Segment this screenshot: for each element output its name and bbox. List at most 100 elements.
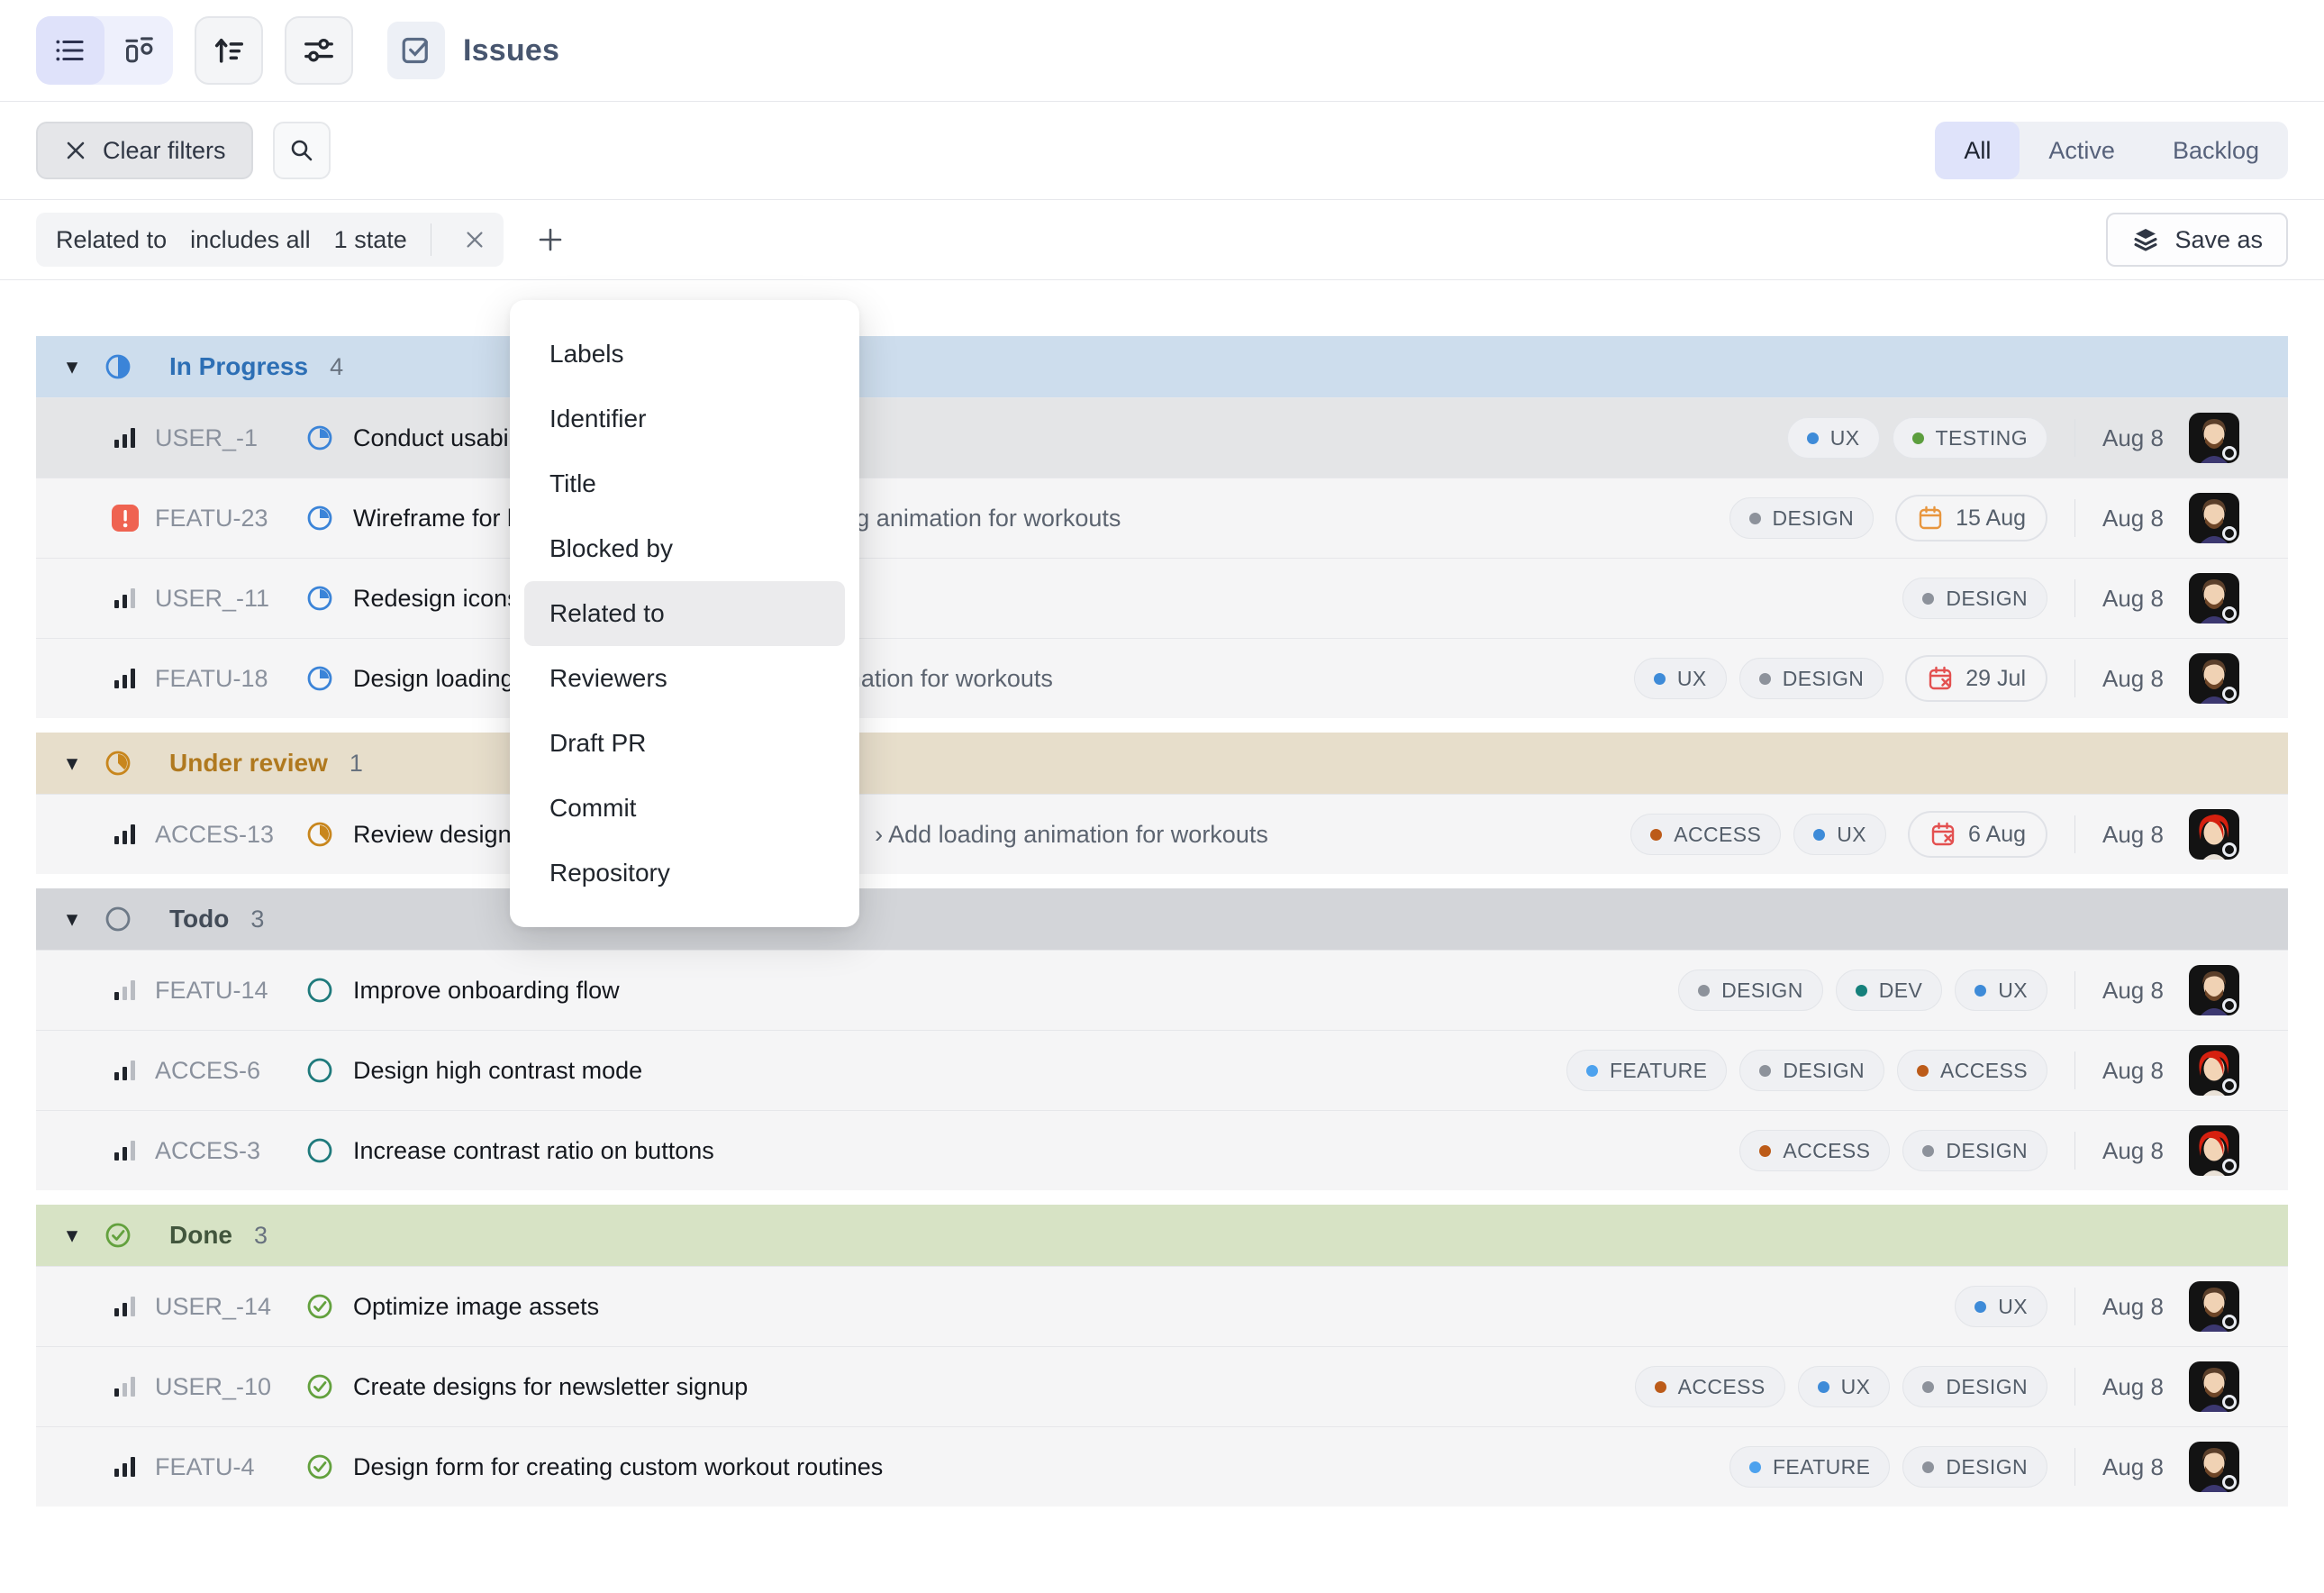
row-meta: DESIGN 15 Aug Aug 8 xyxy=(1717,493,2288,543)
due-date-chip: 6 Aug xyxy=(1908,811,2047,858)
label-badge: DESIGN xyxy=(1739,1050,1885,1091)
menu-item-draft-pr[interactable]: Draft PR xyxy=(549,729,647,757)
tab-all[interactable]: All xyxy=(1935,122,2020,179)
created-date: Aug 8 xyxy=(2102,1452,2164,1480)
issues-icon-badge xyxy=(387,22,445,79)
due-date-chip: 29 Jul xyxy=(1905,655,2047,702)
state-todo-icon xyxy=(105,906,131,932)
group-name: Todo xyxy=(169,905,230,933)
priority-high-icon xyxy=(114,669,135,688)
priority-high-icon xyxy=(114,1457,135,1477)
remove-filter-button[interactable] xyxy=(455,220,495,259)
tab-backlog[interactable]: Backlog xyxy=(2172,136,2259,164)
state-in_progress-icon xyxy=(307,586,332,611)
label-badge: ACCESS xyxy=(1739,1130,1891,1171)
group-name: Under review xyxy=(169,749,328,777)
state-todo-icon xyxy=(307,978,332,1003)
menu-item-labels[interactable]: Labels xyxy=(549,340,624,368)
issue-id: ACCES-6 xyxy=(155,1056,261,1084)
state-done-icon xyxy=(307,1294,332,1319)
label-badge: ACCESS xyxy=(1634,1366,1785,1407)
menu-item-commit[interactable]: Commit xyxy=(549,794,637,822)
collapse-caret-icon[interactable]: ▾ xyxy=(66,354,78,379)
issue-row[interactable]: FEATU-4 Design form for creating custom … xyxy=(36,1426,2288,1507)
label-dot xyxy=(1817,1380,1829,1393)
priority-urgent-icon xyxy=(112,505,139,532)
menu-item-identifier[interactable]: Identifier xyxy=(549,405,647,432)
row-divider xyxy=(2074,419,2075,457)
calendar-overdue-icon xyxy=(1929,666,1952,690)
menu-item-blocked-by[interactable]: Blocked by xyxy=(549,534,673,562)
avatar xyxy=(2189,1125,2239,1176)
view-switcher xyxy=(36,16,173,85)
group-header-done[interactable]: ▾ Done 3 xyxy=(36,1205,2288,1266)
add-filter-button[interactable] xyxy=(529,218,572,261)
issue-row[interactable]: FEATU-23 Wireframe for landing page › Add… xyxy=(36,478,2288,558)
sort-button[interactable] xyxy=(195,16,263,85)
avatar xyxy=(2189,1361,2239,1412)
group-header-under_review[interactable]: ▾ Under review 1 xyxy=(36,733,2288,794)
created-date: Aug 8 xyxy=(2102,664,2164,692)
save-as-button[interactable]: Save as xyxy=(2106,213,2288,267)
issue-title: Increase contrast ratio on buttons xyxy=(353,1136,714,1164)
row-meta: DESIGN DEV UX Aug 8 xyxy=(1666,965,2288,1015)
issue-row[interactable]: FEATU-14 Improve onboarding flow DESIGN … xyxy=(36,950,2288,1030)
label-badge: TESTING xyxy=(1892,417,2047,459)
list-view-button[interactable] xyxy=(36,16,104,85)
menu-item-repository[interactable]: Repository xyxy=(549,859,670,887)
related-issue-link[interactable]: › Add loading animation for workouts xyxy=(875,820,1268,848)
checkbox-icon xyxy=(402,37,428,64)
issue-row[interactable]: FEATU-18 Design loading states› Add load… xyxy=(36,638,2288,718)
priority-medium-icon xyxy=(114,1060,135,1080)
search-icon xyxy=(291,140,312,161)
issue-row[interactable]: USER_-11 Redesign icons DESIGN Aug 8 xyxy=(36,558,2288,638)
group-header-in_progress[interactable]: ▾ In Progress 4 xyxy=(36,336,2288,397)
label-dot xyxy=(1748,1461,1761,1473)
issue-row[interactable]: ACCES-3 Increase contrast ratio on butto… xyxy=(36,1110,2288,1190)
label-dot xyxy=(1855,984,1867,997)
tab-active[interactable]: Active xyxy=(2048,136,2115,164)
search-button[interactable] xyxy=(272,122,331,179)
collapse-caret-icon[interactable]: ▾ xyxy=(66,1223,78,1248)
state-under_review-icon xyxy=(105,751,131,776)
group-todo: ▾ Todo 3 FEATU-14 Improve onboarding flow… xyxy=(36,888,2288,1190)
label-badge: UX xyxy=(1633,658,1727,699)
row-divider xyxy=(2074,1132,2075,1170)
menu-item-title[interactable]: Title xyxy=(549,469,596,497)
group-name: In Progress xyxy=(169,352,309,380)
chip-row-divider xyxy=(0,279,2324,280)
label-dot xyxy=(1806,432,1819,444)
row-meta: ACCESS UX 6 Aug Aug 8 xyxy=(1618,809,2288,860)
state-todo-icon xyxy=(307,1138,332,1163)
filter-bar: Clear filters All Active Backlog xyxy=(0,102,2324,199)
menu-item-related-to[interactable]: Related to xyxy=(524,581,845,646)
row-divider xyxy=(2074,660,2075,697)
kanban-view-button[interactable] xyxy=(104,16,173,85)
row-divider xyxy=(2074,971,2075,1009)
issue-row[interactable]: USER_-10 Create designs for newsletter s… xyxy=(36,1346,2288,1426)
filter-chip-value[interactable]: 1 state xyxy=(333,225,407,253)
issue-row[interactable]: USER_-14 Optimize image assets UX Aug 8 xyxy=(36,1266,2288,1346)
filter-chip-operator: includes all xyxy=(190,225,311,253)
row-meta: UX DESIGN 29 Jul Aug 8 xyxy=(1621,653,2288,704)
display-settings-button[interactable] xyxy=(285,16,353,85)
issue-title: Review designs xyxy=(353,820,524,848)
clear-filters-button[interactable]: Clear filters xyxy=(36,122,253,179)
issue-title: Improve onboarding flow xyxy=(353,976,620,1004)
group-header-todo[interactable]: ▾ Todo 3 xyxy=(36,888,2288,950)
state-in_progress-icon xyxy=(307,666,332,691)
collapse-caret-icon[interactable]: ▾ xyxy=(66,906,78,932)
collapse-caret-icon[interactable]: ▾ xyxy=(66,751,78,776)
menu-item-reviewers[interactable]: Reviewers xyxy=(549,664,667,692)
due-date-text: 29 Jul xyxy=(1965,665,2026,691)
issue-row[interactable]: ACCES-6 Design high contrast mode FEATUR… xyxy=(36,1030,2288,1110)
sort-icon xyxy=(214,38,244,63)
created-date: Aug 8 xyxy=(2102,584,2164,612)
label-dot xyxy=(1654,1380,1666,1393)
issue-row[interactable]: USER_-1 Conduct usability testing UX TES… xyxy=(36,397,2288,478)
issue-row[interactable]: ACCES-13 Review designs › Add loading ani… xyxy=(36,794,2288,874)
filter-chip-related-to[interactable]: Related to includes all 1 state xyxy=(36,213,504,267)
label-badge: UX xyxy=(1797,1366,1891,1407)
issue-title: Redesign icons xyxy=(353,584,520,612)
close-icon xyxy=(467,232,483,248)
